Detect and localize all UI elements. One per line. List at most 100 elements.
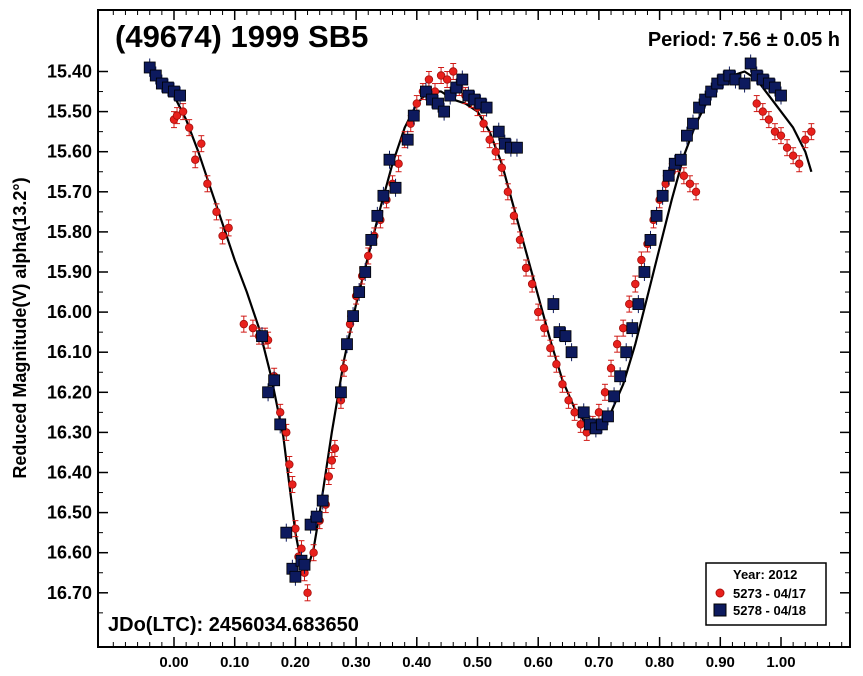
data-point-5273: [178, 107, 188, 116]
y-tick-label: 15.60: [47, 142, 92, 162]
data-point-5278: [577, 406, 590, 419]
data-point-5278: [699, 93, 712, 106]
legend-entry-5273: 5273 - 04/17: [733, 586, 806, 601]
data-point-5278: [310, 510, 323, 523]
data-point-5278: [559, 330, 572, 343]
legend-entry-5278: 5278 - 04/18: [733, 603, 806, 618]
y-tick-label: 16.00: [47, 302, 92, 322]
data-point-5278: [174, 89, 186, 102]
data-point-5273: [172, 111, 182, 120]
data-point-5273: [691, 187, 701, 196]
data-point-5273: [479, 119, 488, 128]
legend-marker-circle: [715, 588, 725, 598]
data-point-5273: [324, 472, 333, 481]
data-point-5278: [632, 298, 645, 310]
data-point-5273: [297, 544, 306, 553]
data-point-5273: [679, 171, 689, 180]
data-point-5273: [327, 456, 337, 465]
chart-title: (49674) 1999 SB5: [115, 19, 368, 54]
data-point-5273: [570, 408, 579, 417]
legend-title: Year: 2012: [733, 567, 797, 582]
data-point-5278: [280, 526, 293, 539]
y-tick-label: 16.50: [47, 503, 92, 523]
data-point-5278: [687, 117, 699, 130]
data-point-5278: [371, 209, 384, 222]
data-point-5273: [625, 299, 634, 309]
data-point-5273: [276, 408, 285, 417]
data-point-5278: [480, 101, 493, 114]
data-point-5273: [248, 323, 258, 333]
data-point-5278: [456, 73, 469, 86]
data-point-5278: [383, 153, 396, 166]
y-tick-label: 15.40: [47, 62, 92, 82]
data-point-5278: [274, 418, 287, 431]
data-point-5273: [424, 75, 434, 84]
data-point-5273: [527, 279, 537, 289]
legend-marker-square: [713, 603, 727, 617]
data-point-5273: [521, 263, 531, 273]
data-point-5278: [775, 89, 787, 102]
data-point-5278: [492, 125, 505, 138]
data-point-5273: [239, 319, 249, 329]
x-tick-label: 0.40: [402, 654, 431, 671]
data-point-5278: [638, 266, 651, 278]
data-point-5273: [491, 147, 500, 156]
x-tick-label: 0.70: [584, 654, 613, 671]
data-point-5273: [764, 115, 774, 124]
data-point-5278: [347, 310, 359, 323]
y-tick-label: 15.80: [47, 222, 92, 242]
x-tick-label: 1.00: [766, 654, 795, 671]
data-point-5273: [503, 187, 513, 196]
data-point-5278: [644, 234, 657, 246]
x-tick-label: 0.20: [281, 654, 310, 671]
data-point-5273: [612, 339, 622, 349]
data-point-5273: [552, 360, 561, 369]
data-point-5278: [262, 386, 274, 399]
data-point-5273: [776, 131, 786, 140]
data-point-5278: [705, 85, 718, 98]
data-point-5278: [341, 338, 353, 351]
y-tick-label: 16.70: [47, 583, 92, 603]
data-point-5278: [377, 189, 390, 202]
data-point-5278: [662, 169, 675, 182]
series-5278-group: [143, 54, 787, 586]
data-point-5278: [407, 109, 420, 122]
data-point-5273: [564, 396, 573, 405]
data-point-5278: [626, 322, 639, 335]
data-point-5273: [303, 588, 312, 597]
y-axis-label: Reduced Magnitude(V) alpha(13.2°): [10, 177, 30, 478]
data-point-5278: [450, 81, 463, 94]
data-point-5273: [442, 75, 452, 84]
y-tick-label: 15.50: [47, 102, 92, 122]
data-point-5273: [631, 279, 640, 289]
y-tick-label: 16.10: [47, 342, 92, 362]
data-point-5278: [681, 129, 693, 142]
data-point-5278: [444, 89, 457, 102]
data-point-5273: [637, 255, 646, 265]
data-point-5273: [801, 135, 810, 144]
data-point-5278: [565, 346, 578, 359]
data-point-5278: [602, 410, 614, 423]
data-point-5273: [618, 323, 628, 333]
y-tick-label: 16.40: [47, 463, 92, 483]
data-point-5278: [596, 418, 608, 431]
y-tick-label: 15.90: [47, 262, 92, 282]
x-tick-label: 0.10: [220, 654, 249, 671]
data-point-5273: [534, 307, 543, 317]
data-point-5273: [288, 480, 297, 489]
data-point-5273: [594, 408, 604, 417]
data-point-5273: [752, 99, 761, 108]
y-tick-label: 16.60: [47, 543, 92, 563]
data-point-5273: [309, 548, 318, 557]
y-tick-label: 16.20: [47, 382, 92, 402]
legend: Year: 2012 5273 - 04/17 5278 - 04/18: [705, 562, 827, 626]
axis-ticks: 15.40 15.50 15.60 15.70 15.80 15.90 16.00 16.10…: [47, 10, 850, 671]
data-point-5278: [298, 558, 311, 571]
data-point-5273: [685, 179, 695, 188]
data-point-5273: [782, 143, 792, 152]
data-point-5273: [795, 159, 804, 168]
data-point-5273: [485, 135, 494, 144]
x-tick-label: 0.60: [524, 654, 553, 671]
data-point-5273: [558, 380, 567, 389]
